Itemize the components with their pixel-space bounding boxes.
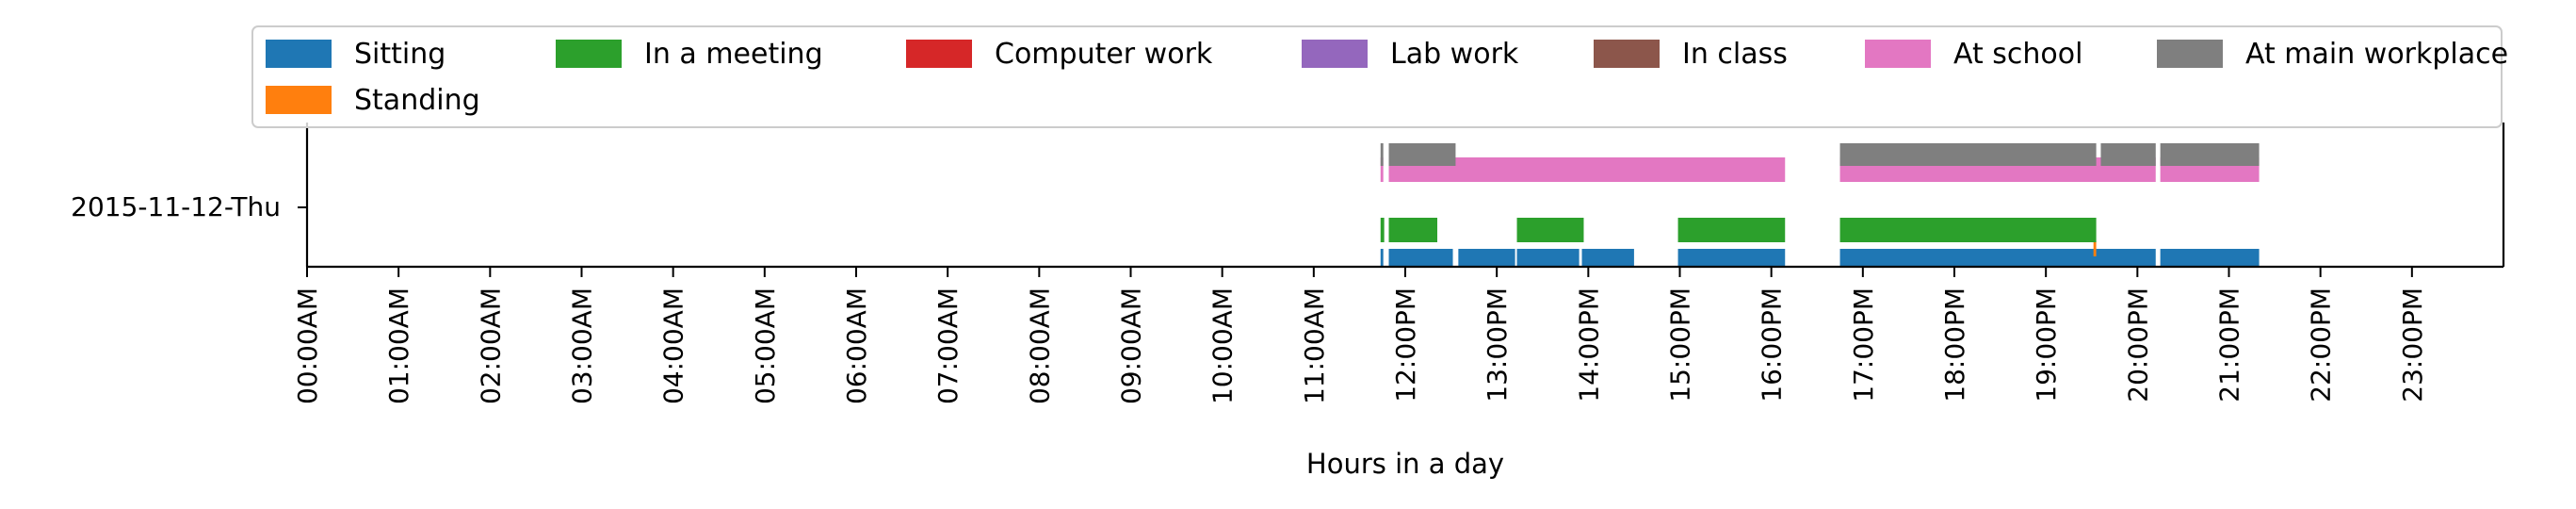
x-tick-label: 02:00AM (475, 287, 506, 404)
legend-swatch-in-class (1594, 40, 1660, 68)
x-axis-label: Hours in a day (1306, 448, 1504, 480)
x-tick-label: 10:00AM (1207, 287, 1239, 404)
x-tick-label: 18:00PM (1939, 287, 1970, 402)
y-tick-label: 2015-11-12-Thu (71, 191, 281, 222)
x-tick-label: 13:00PM (1482, 287, 1513, 402)
x-tick-label: 19:00PM (2031, 287, 2062, 402)
axes: 2015-11-12-Thu 00:00AM 01:00AM 02:00AM 03:00… (71, 123, 2505, 404)
bar-at-school (1380, 157, 1384, 182)
legend-swatch-standing (266, 86, 332, 114)
x-tick-label: 00:00AM (292, 287, 323, 404)
x-tick-label: 15:00PM (1665, 287, 1696, 402)
bar-at-main-workplace (2160, 143, 2260, 166)
x-tick-label: 09:00AM (1116, 287, 1147, 404)
x-tick-label: 20:00PM (2122, 287, 2153, 402)
bar-sitting (1516, 249, 1580, 267)
x-tick-label: 07:00AM (932, 287, 964, 404)
x-tick-label: 11:00AM (1299, 287, 1330, 404)
x-tick-label: 23:00PM (2397, 287, 2428, 402)
x-tick-label: 16:00PM (1757, 287, 1788, 402)
bar-in-a-meeting (1388, 218, 1438, 242)
bar-sitting (1380, 249, 1384, 267)
legend: Sitting In a meeting Computer work Lab work… (251, 25, 2508, 128)
bar-sitting (1839, 249, 2156, 267)
x-tick-label: 14:00PM (1573, 287, 1604, 402)
legend-frame (251, 25, 2503, 128)
bar-sitting (2160, 249, 2260, 267)
legend-swatch-computer-work (906, 40, 972, 68)
bar-sitting (1581, 249, 1634, 267)
x-tick-label: 01:00AM (383, 287, 414, 404)
bar-sitting (1458, 249, 1515, 267)
legend-label-sitting: Sitting (354, 38, 446, 71)
x-tick-label: 04:00AM (658, 287, 689, 404)
legend-swatch-lab-work (1302, 40, 1368, 68)
bar-sitting (1677, 249, 1786, 267)
legend-swatch-in-a-meeting (556, 40, 622, 68)
x-tick-label: 21:00PM (2214, 287, 2245, 402)
bar-in-a-meeting (1516, 218, 1584, 242)
bar-at-main-workplace (1380, 143, 1384, 166)
plot-area (1380, 143, 2260, 267)
legend-swatch-sitting (266, 40, 332, 68)
bar-at-main-workplace (1388, 143, 1456, 166)
bar-in-a-meeting (1380, 218, 1385, 242)
bar-in-a-meeting (1677, 218, 1786, 242)
bar-at-main-workplace (2100, 143, 2156, 166)
x-tick-label: 06:00AM (841, 287, 872, 404)
legend-swatch-at-school (1865, 40, 1931, 68)
legend-label-computer-work: Computer work (995, 38, 1213, 71)
x-tick-label: 08:00AM (1024, 287, 1055, 404)
x-tick-label: 22:00PM (2306, 287, 2337, 402)
legend-swatch-at-main-workplace (2157, 40, 2223, 68)
x-tick-label: 12:00PM (1390, 287, 1421, 402)
bar-standing (2093, 241, 2097, 256)
legend-label-in-a-meeting: In a meeting (644, 38, 823, 71)
bar-sitting (1388, 249, 1453, 267)
bar-at-main-workplace (1839, 143, 2097, 166)
legend-label-at-school: At school (1953, 38, 2082, 71)
x-tick-label: 05:00AM (750, 287, 781, 404)
x-tick-label: 17:00PM (1848, 287, 1879, 402)
legend-label-in-class: In class (1682, 38, 1788, 71)
legend-label-at-main-workplace: At main workplace (2245, 38, 2508, 71)
legend-label-standing: Standing (354, 84, 480, 117)
x-tick-label: 03:00AM (567, 287, 598, 404)
legend-label-lab-work: Lab work (1390, 38, 1519, 71)
bar-in-a-meeting (1839, 218, 2097, 242)
